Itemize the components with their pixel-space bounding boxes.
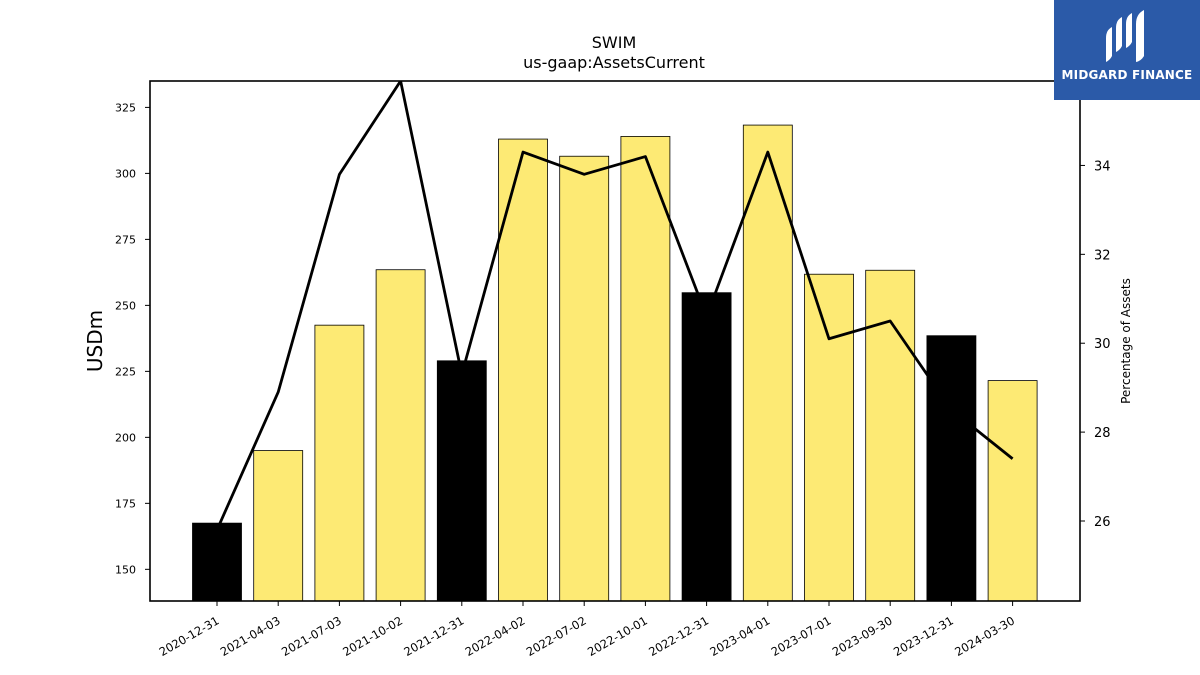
midgard-logo-icon <box>1106 10 1144 62</box>
y-axis-right-label: Percentage of Assets <box>1119 278 1133 404</box>
x-tick-label: 2022-04-02 <box>463 613 528 659</box>
bar-2021-07-03 <box>314 324 365 602</box>
chart-title: SWIM <box>592 33 637 52</box>
x-tick-label: 2021-07-03 <box>279 613 344 659</box>
x-tick-label: 2023-12-31 <box>891 613 956 659</box>
x-tick-label: 2021-12-31 <box>401 613 466 659</box>
y-tick-label: 300 <box>115 167 136 180</box>
brand-logo: MIDGARD FINANCE <box>1054 0 1200 100</box>
x-tick-label: 2023-09-30 <box>830 613 895 659</box>
y-tick-label: 250 <box>115 299 136 312</box>
bar-2021-10-02 <box>375 269 426 602</box>
x-tick-label: 2023-04-01 <box>707 613 772 659</box>
x-tick-label: 2021-10-02 <box>340 613 405 659</box>
chart-subtitle: us-gaap:AssetsCurrent <box>523 53 705 72</box>
percentage-line <box>215 81 1014 531</box>
y-tick-label: 225 <box>115 365 136 378</box>
bar-2023-07-01 <box>804 273 854 602</box>
y-tick-label: 325 <box>115 101 136 114</box>
x-tick-label: 2024-03-30 <box>952 613 1017 659</box>
bar-2020-12-31 <box>192 522 242 602</box>
bar-2022-12-31 <box>681 292 732 602</box>
y-tick-label: 200 <box>115 431 136 444</box>
y-right-tick-label: 28 <box>1094 426 1111 441</box>
y-tick-label: 150 <box>115 563 136 576</box>
x-tick-label: 2020-12-31 <box>157 613 222 659</box>
y-right-tick-label: 32 <box>1094 248 1111 263</box>
bar-2022-04-02 <box>498 138 548 602</box>
bar-2024-03-30 <box>987 380 1038 602</box>
plot-frame <box>149 80 1081 602</box>
bar-2022-07-02 <box>559 155 610 602</box>
x-tick-label: 2022-10-01 <box>585 613 650 659</box>
x-tick-label: 2022-07-02 <box>524 613 589 659</box>
x-tick-label: 2021-04-03 <box>218 613 283 659</box>
x-tick-label: 2022-12-31 <box>646 613 711 659</box>
brand-logo-text: MIDGARD FINANCE <box>1061 68 1193 82</box>
y-right-tick-label: 34 <box>1094 159 1111 174</box>
bar-2023-12-31 <box>926 335 977 602</box>
y-axis-label: USDm <box>83 310 107 372</box>
bar-2022-10-01 <box>620 136 671 602</box>
y-tick-label: 275 <box>115 233 136 246</box>
bar-2021-12-31 <box>436 360 487 602</box>
x-tick-label: 2023-07-01 <box>769 613 834 659</box>
y-right-tick-label: 30 <box>1094 337 1111 352</box>
y-right-tick-label: 26 <box>1094 515 1111 530</box>
y-tick-label: 175 <box>115 497 136 510</box>
bar-2021-04-03 <box>253 450 304 602</box>
